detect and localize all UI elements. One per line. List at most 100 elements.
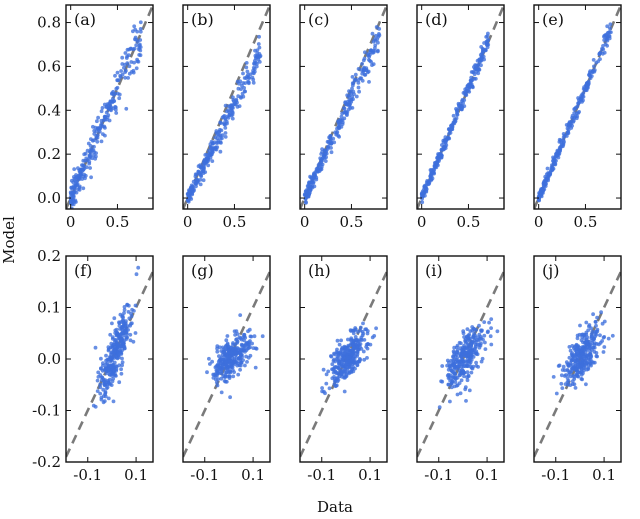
data-point [345,370,350,375]
data-point [120,360,125,365]
data-point [207,153,212,158]
y-tick-label: -0.1 [32,402,61,420]
data-point [125,61,130,66]
data-point [231,106,235,110]
data-point [579,364,584,368]
data-point [465,327,470,331]
data-point [355,337,360,342]
data-point [201,178,206,183]
data-point [110,335,115,340]
data-point [362,72,367,77]
data-point [445,363,449,368]
data-point [247,76,252,80]
data-point [460,362,465,367]
data-point [217,367,222,371]
data-point [570,351,574,355]
data-point [98,126,103,131]
x-tick-label: 0.1 [475,466,499,484]
data-point [544,178,548,183]
data-point [427,181,431,186]
data-point [370,31,375,36]
data-point [350,75,355,79]
data-point [477,342,482,347]
data-point [339,338,343,343]
data-point [116,350,120,354]
data-point [570,379,575,384]
data-point [458,391,463,396]
data-point [218,149,223,154]
data-point [575,104,580,109]
data-point [223,347,228,352]
data-point [248,72,253,77]
data-point [133,303,138,308]
data-point [466,336,471,341]
data-point [610,333,615,338]
y-tick-label: 0.6 [37,57,61,75]
data-point [358,345,362,349]
data-point [581,371,585,376]
data-point [213,135,218,140]
data-point [228,395,233,400]
data-point [241,94,246,99]
data-point [106,345,111,350]
data-point [254,64,259,69]
data-point [98,382,103,387]
data-point [448,399,452,404]
data-point [482,320,487,324]
data-point [198,177,203,182]
data-point [458,346,463,351]
data-point [472,331,476,335]
data-point [600,46,604,51]
data-point [332,352,337,357]
x-tick-label: 0.5 [457,213,481,231]
data-point [138,48,143,53]
data-point [100,375,104,380]
data-point [568,383,573,387]
data-point [590,329,595,334]
data-point [584,382,588,387]
data-point [469,370,474,375]
data-point [543,182,548,186]
panel-g: (g) -0.1 0.1 [182,255,271,484]
data-point [69,202,74,206]
data-point [77,185,82,190]
data-point [559,138,563,143]
data-point [572,382,577,387]
data-point [213,140,217,145]
data-point [583,359,588,364]
data-point [120,318,125,323]
data-point [255,48,260,53]
data-point [98,385,103,390]
data-point [551,375,556,379]
data-point [455,392,460,397]
data-point [589,334,594,339]
data-point [187,197,191,201]
data-point [133,331,138,335]
data-point [474,360,478,365]
data-point [545,166,550,171]
data-point [235,79,240,84]
data-point [489,326,493,330]
data-point [608,22,613,27]
x-tick-label: 0.5 [574,213,598,231]
data-point [245,360,249,364]
data-point [234,97,239,102]
data-point [123,51,128,55]
data-point [356,78,361,82]
x-tick-label: -0.1 [190,466,219,484]
data-point [320,386,324,390]
panel-a: (a) 0 0.5 0.0 0.2 0.4 0.6 0.8 [37,4,154,231]
data-point [469,70,474,74]
data-point [444,143,449,148]
data-point [321,367,326,372]
panel-plot-area [417,270,504,458]
data-point [219,390,224,395]
data-point [210,159,215,164]
data-point [567,355,572,360]
data-point [574,373,579,378]
data-point [225,366,230,371]
panel-e: (e) 0 0.5 [533,4,622,231]
data-point [96,115,100,120]
data-point [195,180,200,185]
data-point [482,333,487,338]
